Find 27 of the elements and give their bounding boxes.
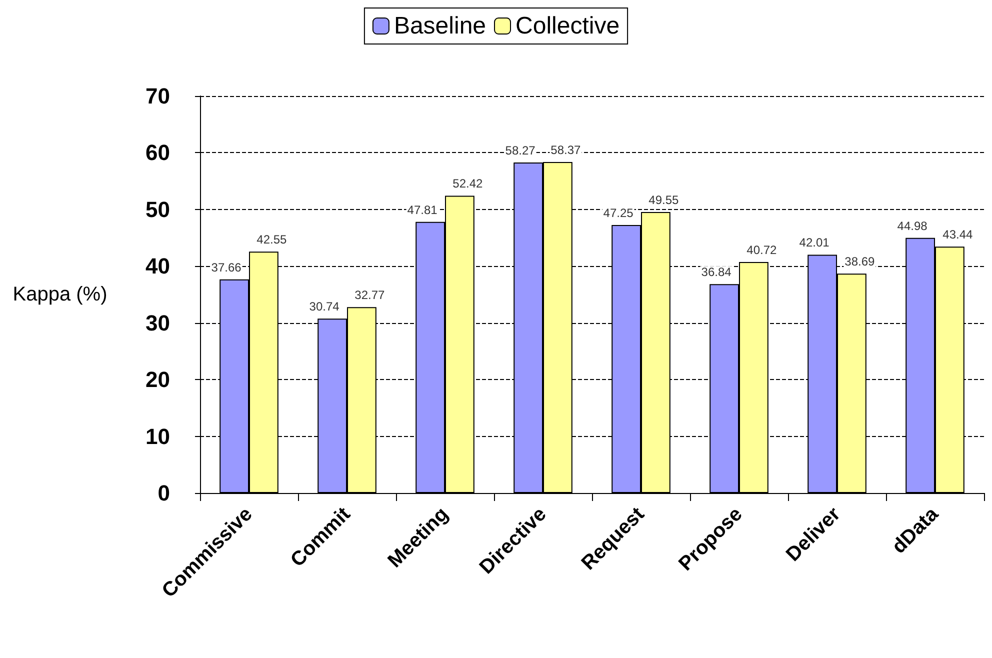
data-label: 58.27	[505, 144, 536, 158]
data-label: 38.69	[844, 254, 876, 269]
y-tick-label: 30	[146, 310, 170, 336]
data-label: 37.66	[211, 260, 242, 274]
legend-label: Collective	[516, 12, 620, 40]
y-axis-title: Kappa (%)	[12, 284, 108, 306]
data-label: 43.44	[942, 228, 974, 242]
data-label: 47.81	[407, 202, 438, 217]
y-tick-label: 10	[146, 424, 170, 449]
legend-label: Baseline	[394, 12, 486, 40]
data-label: 52.42	[452, 176, 484, 191]
data-label: 44.98	[897, 218, 928, 233]
data-label: 40.72	[746, 243, 778, 258]
data-label: 32.77	[354, 288, 386, 302]
y-tick-label: 50	[146, 196, 170, 222]
data-label: 49.55	[648, 192, 680, 207]
y-tick-label: 40	[146, 254, 170, 279]
data-label: 58.37	[550, 142, 582, 157]
data-label: 47.25	[603, 206, 634, 220]
data-label: 42.01	[799, 236, 830, 250]
data-label: 30.74	[309, 300, 340, 314]
data-label: 36.84	[701, 265, 732, 280]
y-tick-label: 20	[146, 367, 170, 392]
y-tick-label: 60	[146, 140, 170, 166]
y-tick-label: 70	[146, 84, 170, 108]
data-label: 42.55	[256, 232, 288, 247]
y-tick-label: 0	[158, 480, 170, 506]
